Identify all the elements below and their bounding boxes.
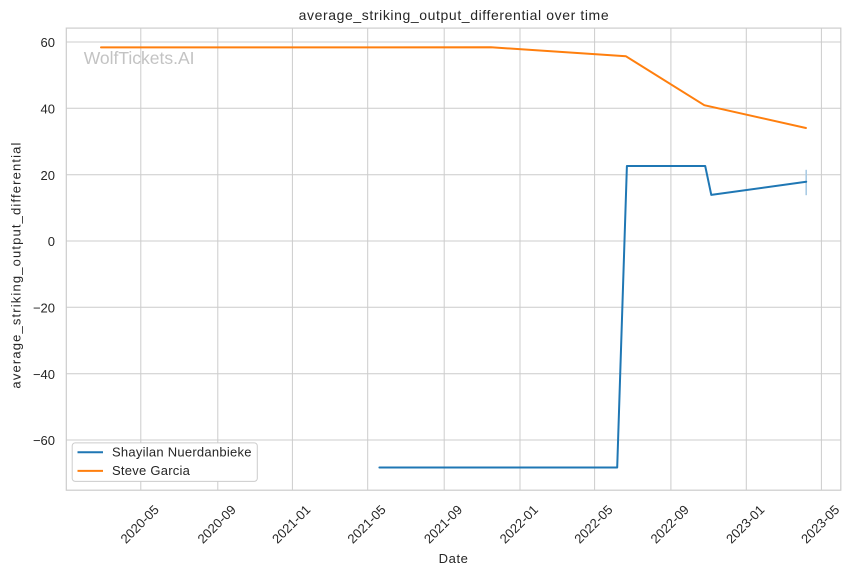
svg-text:2021-01: 2021-01 (269, 502, 313, 546)
svg-text:2022-01: 2022-01 (497, 502, 541, 546)
svg-text:2020-09: 2020-09 (194, 502, 238, 546)
svg-text:WolfTickets.AI: WolfTickets.AI (84, 48, 195, 68)
svg-text:0: 0 (48, 234, 55, 249)
svg-text:2020-05: 2020-05 (117, 502, 161, 546)
svg-text:2023-05: 2023-05 (798, 502, 842, 546)
svg-text:−20: −20 (33, 301, 55, 316)
svg-text:2022-05: 2022-05 (571, 502, 615, 546)
svg-text:average_striking_output_differ: average_striking_output_differential ove… (299, 7, 610, 23)
svg-text:2023-01: 2023-01 (723, 502, 767, 546)
svg-text:average_striking_output_differ: average_striking_output_differential (9, 141, 24, 388)
svg-text:Date: Date (439, 551, 469, 566)
svg-text:−60: −60 (33, 433, 55, 448)
svg-text:60: 60 (41, 35, 55, 50)
svg-text:Steve Garcia: Steve Garcia (112, 463, 191, 478)
svg-text:20: 20 (41, 168, 55, 183)
svg-text:2021-05: 2021-05 (344, 502, 388, 546)
svg-text:−40: −40 (33, 367, 55, 382)
svg-text:40: 40 (41, 102, 55, 117)
svg-text:2021-09: 2021-09 (421, 502, 465, 546)
svg-text:Shayilan Nuerdanbieke: Shayilan Nuerdanbieke (112, 445, 252, 460)
svg-text:2022-09: 2022-09 (648, 502, 692, 546)
